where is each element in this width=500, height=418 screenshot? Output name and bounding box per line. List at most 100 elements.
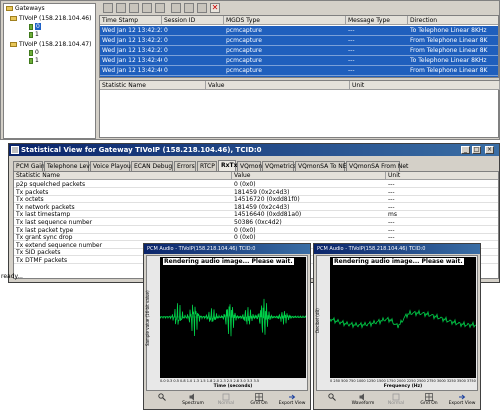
tab-vqmonsa-from-net[interactable]: VQmonSA From Net: [346, 161, 408, 171]
gateway-main-window: Gateways TIVoIP (158.218.104.46) 0 1 TIV…: [0, 0, 500, 140]
window-title[interactable]: Statistical View for Gateway TIVoIP (158…: [9, 144, 499, 156]
table-cell: Tx network packets: [16, 203, 75, 211]
window-app-icon: [11, 146, 19, 154]
window-title[interactable]: PCM Audio - TIVoIP(158.218.104.46) TCID:…: [314, 244, 480, 254]
tree-channel-1-label: 1: [35, 57, 39, 64]
toolbar-icon[interactable]: [116, 3, 126, 13]
zoom-button[interactable]: [318, 392, 346, 409]
waveform-button[interactable]: Waveform: [349, 392, 377, 409]
table-cell: pcmcapture: [226, 47, 262, 54]
maximize-icon[interactable]: □: [472, 146, 481, 154]
minimize-icon[interactable]: _: [461, 146, 470, 154]
toolbar-icon[interactable]: [129, 3, 139, 13]
tree-channel-0[interactable]: 0: [29, 23, 41, 31]
tab-rxtx[interactable]: RxTx: [218, 160, 237, 171]
column-header[interactable]: Statistic Name: [100, 81, 206, 90]
table-row[interactable]: Tx network packets 181459 (0x2c4d3) ---: [14, 203, 498, 211]
tab-vqmetrics[interactable]: VQmetrics: [262, 161, 296, 171]
toolbar-icon[interactable]: [103, 3, 113, 13]
export-view-button[interactable]: Export View: [448, 392, 476, 409]
tree-gateway-2-label: TIVoIP (158.218.104.47): [19, 41, 92, 48]
table-row[interactable]: Wed Jan 12 13:42:22...0 pcmcapture --- From…: [100, 36, 498, 46]
table-row[interactable]: Tx octets 14516720 (0xdd81f0) ---: [14, 196, 498, 204]
table-row[interactable]: Tx grant sync drop 0 (0x0) ---: [14, 234, 498, 242]
table-cell: ---: [388, 203, 395, 211]
spectrum-button[interactable]: Spectrum: [179, 392, 207, 409]
table-cell: Tx packets: [16, 188, 49, 196]
tree-channel-1[interactable]: 1: [29, 31, 39, 39]
table-row[interactable]: Wed Jan 12 13:42:22...0 pcmcapture --- To T…: [100, 26, 498, 36]
table-cell: Wed Jan 12 13:42:22...: [102, 47, 162, 54]
table-cell: From Telephone Linear 8K: [410, 47, 488, 54]
column-header[interactable]: MGDS Type: [224, 16, 346, 25]
table-row[interactable]: Tx packets 181459 (0x2c4d3) ---: [14, 188, 498, 196]
table-row[interactable]: Wed Jan 12 13:42:22...0 pcmcapture --- From…: [100, 46, 498, 56]
tab-errors[interactable]: Errors: [174, 161, 196, 171]
waveform-trace: [159, 298, 307, 337]
column-header[interactable]: Unit: [350, 81, 500, 90]
table-cell: 0: [164, 67, 168, 74]
tab-rtcp[interactable]: RTCP: [197, 161, 217, 171]
column-header[interactable]: Message Type: [346, 16, 408, 25]
tool-label: Grid On: [250, 401, 268, 406]
session-table[interactable]: Time Stamp Session ID MGDS Type Message …: [99, 15, 499, 78]
table-row[interactable]: Wed Jan 12 13:42:40...0pcmcapture---From…: [100, 76, 498, 77]
tree-root[interactable]: Gateways: [6, 5, 45, 13]
toolbar-icon[interactable]: [155, 3, 165, 13]
metric-table[interactable]: Statistic Name Value Unit p2p squelched …: [13, 171, 499, 279]
toolbar-icon[interactable]: [197, 3, 207, 13]
table-row[interactable]: Tx last sequence number 50386 (0xc4d2) ---: [14, 219, 498, 226]
tab-vqmon[interactable]: VQmon: [237, 161, 262, 171]
table-cell: Wed Jan 12 13:42:40...: [102, 67, 162, 74]
grid-on-button[interactable]: Grid On: [245, 392, 273, 409]
tree-gateway-2[interactable]: TIVoIP (158.218.104.47): [10, 41, 91, 49]
table-cell: ---: [388, 226, 395, 234]
normal-button[interactable]: Normal: [212, 392, 240, 409]
table-row[interactable]: Tx last packet type 0 (0x0) ---: [14, 226, 498, 234]
tree-channel-0[interactable]: 0: [29, 49, 39, 57]
tab-voice-playout[interactable]: Voice Playout: [90, 161, 133, 171]
table-cell: 0 (0x0): [234, 181, 256, 188]
close-icon[interactable]: ×: [485, 146, 494, 154]
zoom-button[interactable]: [148, 392, 176, 409]
tree-channel-1[interactable]: 1: [29, 57, 39, 65]
table-row[interactable]: Tx last timestamp 14516640 (0xdd81a0) ms: [14, 211, 498, 219]
table-row[interactable]: Wed Jan 12 13:42:40...0 pcmcapture --- To T…: [100, 56, 498, 66]
gateway-tree[interactable]: Gateways TIVoIP (158.218.104.46) 0 1 TIV…: [3, 3, 96, 139]
statistic-table[interactable]: Statistic Name Value Unit: [99, 80, 500, 138]
delete-icon[interactable]: ✕: [210, 3, 220, 13]
spectrum-trace: [329, 309, 477, 330]
table-row[interactable]: Wed Jan 12 13:42:40...0pcmcapture---From…: [100, 66, 498, 76]
tree-gateway-1[interactable]: TIVoIP (158.218.104.46): [10, 15, 91, 23]
column-header[interactable]: Session ID: [162, 16, 224, 25]
tab-pcm-gain[interactable]: PCM Gain: [13, 161, 45, 171]
tree-channel-1-label: 1: [35, 31, 39, 38]
tool-label: Export View: [448, 401, 476, 406]
column-header[interactable]: Statistic Name: [14, 172, 232, 180]
column-header[interactable]: Unit: [386, 172, 498, 180]
column-header[interactable]: Time Stamp: [100, 16, 162, 25]
table-cell: ---: [388, 181, 395, 188]
table-cell: 0: [164, 27, 168, 34]
table-cell: 0: [164, 76, 224, 77]
column-header[interactable]: Value: [232, 172, 386, 180]
toolbar-icon[interactable]: [171, 3, 181, 13]
window-title[interactable]: PCM Audio - TIVoIP(158.218.104.46) TCID:…: [144, 244, 310, 254]
table-cell: Tx extend sequence number: [16, 241, 103, 249]
tree-channel-0-label: 0: [35, 49, 39, 56]
tab-telephone-levels[interactable]: Telephone Levels: [44, 161, 98, 171]
grid-on-button[interactable]: Grid On: [415, 392, 443, 409]
toolbar-icon[interactable]: [142, 3, 152, 13]
column-header[interactable]: Direction: [408, 16, 498, 25]
tab-ecan-debug[interactable]: ECAN Debug: [131, 161, 173, 171]
magnifier-icon: [328, 393, 336, 401]
table-cell: p2p squelched packets: [16, 181, 86, 188]
export-view-button[interactable]: Export View: [278, 392, 306, 409]
toolbar-icon[interactable]: [184, 3, 194, 13]
tab-vqmonsa-to-net[interactable]: VQmonSA To NET: [295, 161, 350, 171]
normal-button[interactable]: Normal: [382, 392, 410, 409]
column-header[interactable]: Value: [206, 81, 350, 90]
table-row[interactable]: p2p squelched packets 0 (0x0) ---: [14, 181, 498, 188]
pcm-toolbar: Waveform Normal Grid On Export View: [316, 392, 478, 409]
tab-strip: PCM Gain Telephone Levels Voice Playout ECA…: [13, 160, 499, 171]
